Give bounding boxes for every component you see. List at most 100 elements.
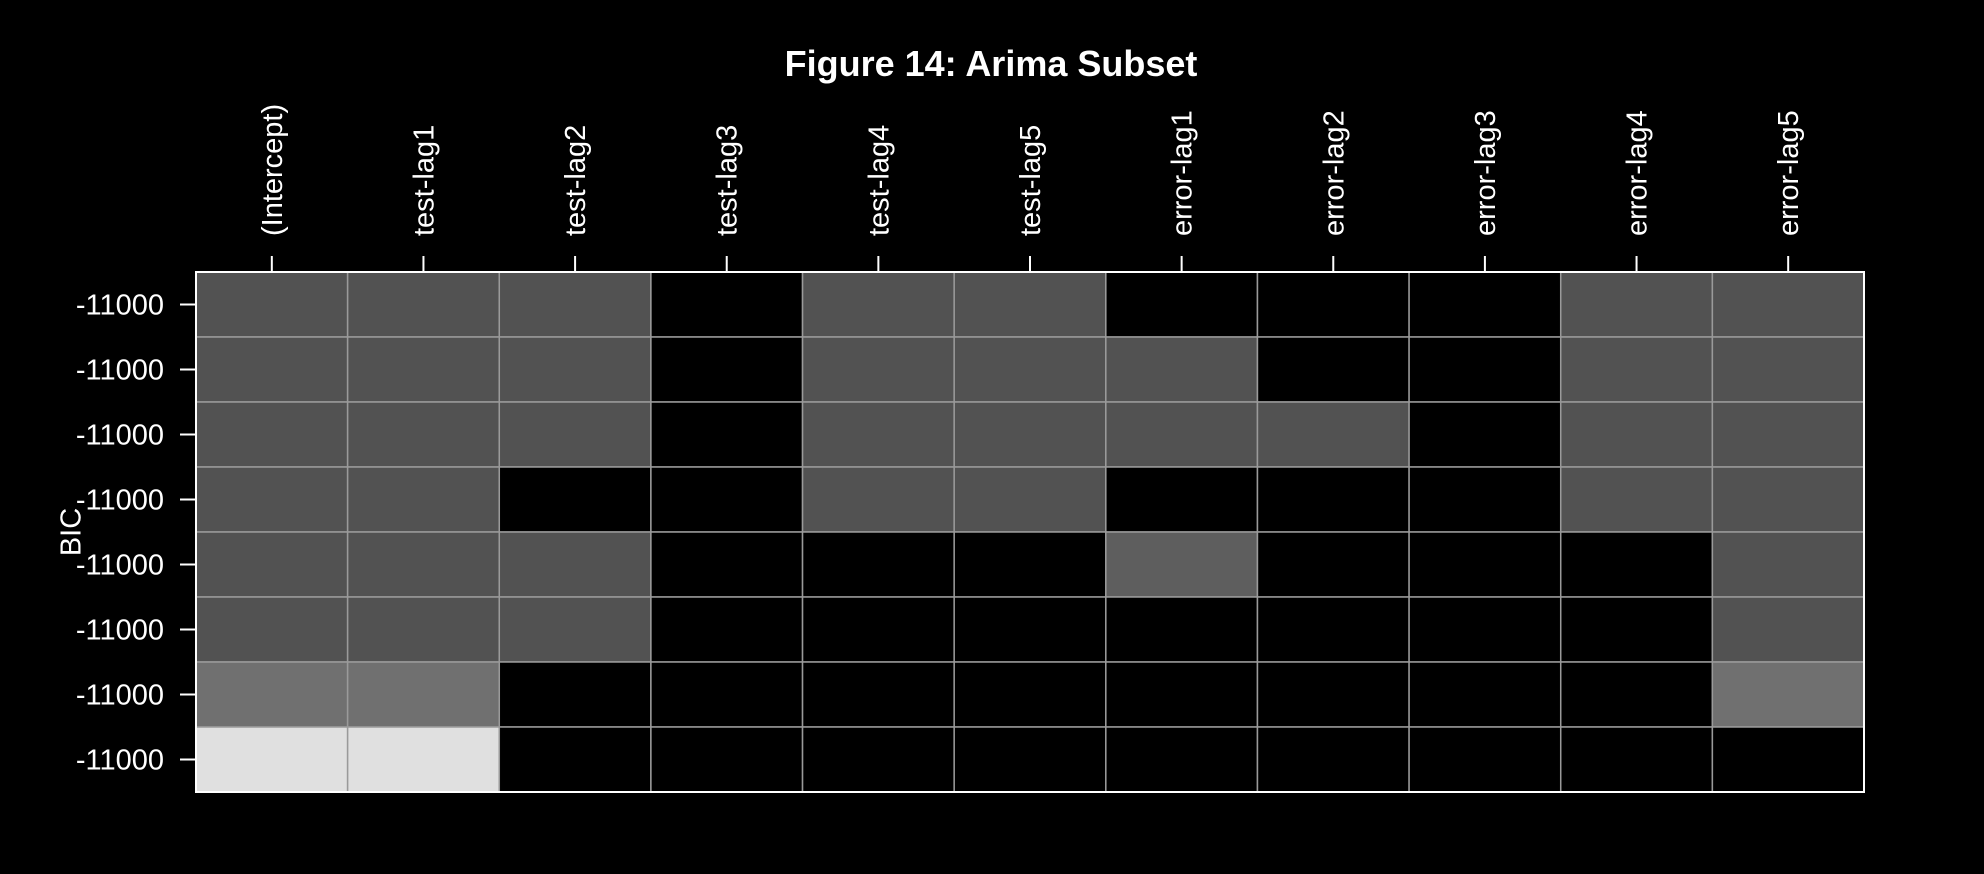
heatmap-cell — [498, 466, 652, 533]
heatmap-cell — [195, 596, 349, 663]
row-label: -11000 — [76, 355, 164, 387]
column-label: test-lag2 — [560, 125, 592, 236]
heatmap-cell — [498, 271, 652, 338]
row-label: -11000 — [76, 745, 164, 777]
heatmap-cell — [498, 531, 652, 598]
row-label: -11000 — [76, 680, 164, 712]
heatmap-cell — [1711, 466, 1865, 533]
heatmap-cell — [1105, 336, 1259, 403]
heatmap-cell — [1256, 596, 1410, 663]
heatmap-cell — [195, 271, 349, 338]
heatmap-cell — [801, 466, 955, 533]
heatmap-cell — [1711, 401, 1865, 468]
heatmap-cell — [1105, 531, 1259, 598]
heatmap-cell — [498, 726, 652, 793]
heatmap-cell — [801, 531, 955, 598]
heatmap-cell — [953, 661, 1107, 728]
heatmap-cell — [1559, 336, 1714, 403]
heatmap-cell — [1256, 531, 1410, 598]
row-labels: -11000 -11000 -11000 -11000 -11000 -11000 -110… — [76, 290, 164, 777]
column-label: error-lag3 — [1470, 110, 1502, 236]
heatmap-cell — [1105, 661, 1259, 728]
heatmap-cell — [650, 726, 804, 793]
plot-frame — [195, 271, 1865, 793]
heatmap-cell — [801, 336, 955, 403]
heatmap-cell — [953, 531, 1107, 598]
heatmap-cell — [953, 596, 1107, 663]
heatmap-cell — [1105, 271, 1259, 338]
row-label: -11000 — [76, 615, 164, 647]
heatmap-cell — [195, 726, 349, 793]
heatmap-cell — [801, 596, 955, 663]
heatmap-cell — [346, 661, 501, 728]
heatmap-cell — [1408, 271, 1562, 338]
heatmap-cell — [953, 401, 1107, 468]
heatmap-cell — [195, 401, 349, 468]
heatmap-cell — [1559, 596, 1714, 663]
column-labels: (Intercept) test-lag1 test-lag2 test-lag3 te… — [257, 104, 1805, 236]
heatmap-cell — [195, 466, 349, 533]
heatmap-cell — [1408, 596, 1562, 663]
heatmap-cell — [1256, 271, 1410, 338]
heatmap-cell — [1105, 596, 1259, 663]
heatmap-cell — [1711, 726, 1865, 793]
heatmap-cell — [346, 531, 501, 598]
heatmap-cell — [801, 661, 955, 728]
heatmap-cell — [650, 466, 804, 533]
heatmap-cell — [1105, 466, 1259, 533]
row-label: -11000 — [76, 420, 164, 452]
heatmap-cell — [1711, 531, 1865, 598]
heatmap-cell — [346, 401, 501, 468]
heatmap-cell — [953, 271, 1107, 338]
heatmap-cell — [1408, 661, 1562, 728]
heatmap-cell — [346, 466, 501, 533]
heatmap-cell — [1559, 271, 1714, 338]
row-ticks — [180, 303, 196, 761]
column-label: error-lag5 — [1773, 110, 1805, 236]
heatmap-cell — [801, 401, 955, 468]
heatmap-cell — [498, 661, 652, 728]
row-label: -11000 — [76, 485, 164, 517]
heatmap-cell — [1105, 401, 1259, 468]
heatmap-cell — [346, 336, 501, 403]
chart-title: Figure 14: Arima Subset — [785, 43, 1198, 84]
heatmap-cell — [195, 336, 349, 403]
heatmap-cell — [498, 401, 652, 468]
heatmap-cell — [498, 596, 652, 663]
heatmap-cell — [650, 336, 804, 403]
heatmap-cells — [195, 271, 1865, 793]
heatmap-cell — [801, 271, 955, 338]
heatmap-cell — [195, 661, 349, 728]
heatmap-cell — [1256, 466, 1410, 533]
heatmap-cell — [195, 531, 349, 598]
column-label: error-lag2 — [1318, 110, 1350, 236]
heatmap-cell — [1711, 336, 1865, 403]
heatmap-cell — [1408, 531, 1562, 598]
heatmap-cell — [650, 401, 804, 468]
heatmap-cell — [953, 336, 1107, 403]
heatmap-cell — [1711, 596, 1865, 663]
column-label: error-lag1 — [1167, 110, 1199, 236]
heatmap-cell — [346, 271, 501, 338]
row-label: -11000 — [76, 290, 164, 322]
heatmap-cell — [650, 661, 804, 728]
heatmap-cell — [1105, 726, 1259, 793]
heatmap-cell — [953, 726, 1107, 793]
heatmap-cell — [650, 531, 804, 598]
y-axis-label: BIC — [56, 508, 88, 556]
column-label: error-lag4 — [1622, 110, 1654, 236]
heatmap-cell — [953, 466, 1107, 533]
heatmap-cell — [1256, 336, 1410, 403]
heatmap-cell — [1408, 336, 1562, 403]
heatmap-cell — [346, 726, 501, 793]
heatmap-cell — [1559, 466, 1714, 533]
heatmap-cell — [1256, 661, 1410, 728]
heatmap-cell — [1559, 401, 1714, 468]
heatmap-cell — [346, 596, 501, 663]
heatmap-cell — [1559, 661, 1714, 728]
heatmap-cell — [1256, 726, 1410, 793]
column-label: test-lag5 — [1015, 125, 1047, 236]
heatmap-cell — [1559, 726, 1714, 793]
column-ticks — [270, 256, 1790, 272]
